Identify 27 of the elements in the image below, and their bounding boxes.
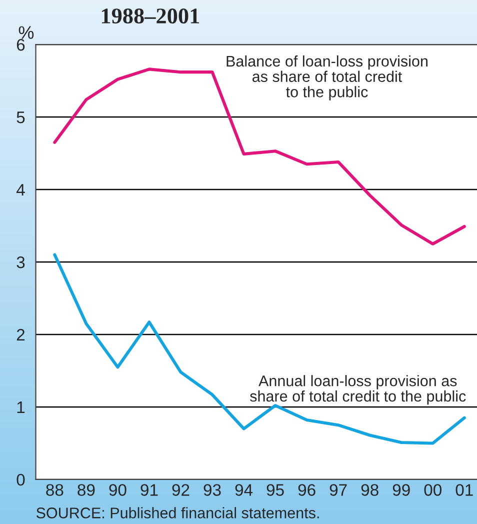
x-tick-label: 00 [424, 484, 442, 496]
x-tick-label: 99 [392, 484, 410, 496]
y-tick-label: 5 [16, 112, 25, 124]
y-tick-label: 4 [16, 184, 25, 196]
annotation: Annual loan-loss provision as share of total credit to the public [250, 375, 466, 405]
x-tick-label: 93 [204, 484, 221, 496]
y-tick-label: 1 [17, 402, 25, 414]
y-tick-label: 2 [16, 328, 25, 341]
x-tick-label: 95 [266, 484, 284, 496]
y-tick-label: 3 [16, 256, 25, 268]
line-series [53, 253, 466, 445]
source-note: SOURCE: Published financial statements. [36, 507, 319, 518]
x-tick-label: 96 [298, 484, 316, 496]
y-tick-label: 6 [16, 38, 25, 51]
x-tick-label: 91 [140, 484, 158, 496]
x-tick-label: 01 [456, 484, 473, 496]
y-axis-title: % [18, 26, 34, 39]
x-tick-label: 88 [46, 484, 64, 496]
annotation: Balance of loan-loss provision as share of total credit to the public [226, 55, 428, 100]
x-tick-label: 97 [330, 484, 347, 496]
x-tick-label: 90 [109, 484, 126, 496]
x-tick-label: 89 [78, 484, 95, 496]
x-tick-label: 92 [172, 484, 190, 496]
x-tick-label: 98 [361, 484, 378, 496]
x-tick-label: 94 [235, 484, 253, 496]
y-tick-label: 0 [16, 474, 25, 486]
chart-title: 1988–2001 [102, 8, 200, 24]
